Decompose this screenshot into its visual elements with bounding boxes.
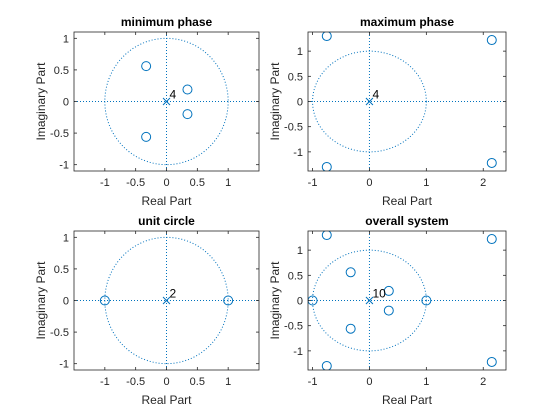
- overall-system-y-tick-label: -0.5: [284, 321, 303, 333]
- overall-system-title: overall system: [365, 214, 448, 228]
- minimum-phase-y-tick-label: 0.5: [54, 65, 69, 77]
- overall-system-zero-marker: [345, 267, 356, 278]
- unit-circle-title: unit circle: [138, 214, 195, 228]
- maximum-phase-y-tick-label: 0.5: [288, 71, 303, 83]
- maximum-phase-x-axis-label: Real Part: [382, 194, 433, 208]
- maximum-phase-title: maximum phase: [360, 15, 454, 29]
- maximum-phase-x-tick-label: 0: [366, 177, 372, 189]
- unit-circle-x-tick-label: 1: [225, 376, 231, 388]
- unit-circle-plot-content: [74, 231, 259, 370]
- maximum-phase-y-tick-label: 1: [297, 46, 303, 58]
- overall-system-zero-marker: [383, 285, 394, 296]
- overall-system-y-tick-label: -1: [293, 346, 303, 358]
- unit-circle-zero-marker: [223, 295, 234, 306]
- minimum-phase-y-tick-label: -1: [59, 160, 69, 172]
- maximum-phase-y-tick-label: -0.5: [284, 122, 303, 134]
- overall-system-x-tick-label: 1: [423, 376, 429, 388]
- maximum-phase-x-tick-label: 2: [480, 177, 486, 189]
- overall-system-multiplicity-label: 10: [372, 287, 386, 301]
- maximum-phase-x-tick-label: 1: [423, 177, 429, 189]
- unit-circle-unit-circle: [104, 236, 229, 365]
- overall-system-x-tick-label: 2: [480, 376, 486, 388]
- minimum-phase-zero-marker: [141, 131, 152, 142]
- overall-system-y-axis-label: Imaginary Part: [268, 261, 282, 340]
- overall-system-zero-marker: [321, 231, 332, 241]
- unit-circle-multiplicity-label: 2: [170, 287, 177, 301]
- maximum-phase-zero-marker: [321, 32, 332, 42]
- maximum-phase-unit-circle: [312, 50, 427, 153]
- maximum-phase-zero-marker: [321, 161, 332, 171]
- overall-system-pole-marker: [365, 296, 374, 305]
- overall-system-x-tick-label: 0: [366, 376, 372, 388]
- maximum-phase-y-axis-label: Imaginary Part: [268, 62, 282, 141]
- unit-circle-x-tick-label: -1: [100, 376, 110, 388]
- minimum-phase-zero-marker: [182, 84, 193, 95]
- minimum-phase-x-tick-label: -0.5: [126, 177, 145, 189]
- overall-system-zero-marker: [486, 356, 497, 367]
- overall-system-plot-content: [308, 231, 506, 370]
- minimum-phase-multiplicity-label: 4: [170, 88, 177, 102]
- maximum-phase-zero-marker: [486, 35, 497, 46]
- overall-system-y-tick-label: 0: [297, 296, 303, 308]
- overall-system-panel: 10 -1 0 1 2 -1 -0.5 0 0.5 1 overall system Real Par…: [268, 214, 507, 407]
- unit-circle-zero-marker: [99, 295, 110, 306]
- minimum-phase-zero-marker: [182, 109, 193, 120]
- overall-system-y-tick-label: 1: [297, 245, 303, 257]
- maximum-phase-pole-marker: [365, 97, 374, 106]
- minimum-phase-x-tick-label: 1: [225, 177, 231, 189]
- minimum-phase-zero-marker: [141, 61, 152, 72]
- unit-circle-y-tick-label: -1: [59, 359, 69, 371]
- minimum-phase-x-tick-label: 0: [163, 177, 169, 189]
- minimum-phase-x-axis-label: Real Part: [141, 194, 192, 208]
- maximum-phase-y-tick-label: -1: [293, 147, 303, 159]
- overall-system-x-tick-label: -1: [308, 376, 318, 388]
- minimum-phase-y-axis-label: Imaginary Part: [34, 62, 48, 141]
- unit-circle-y-tick-label: 0.5: [54, 264, 69, 276]
- unit-circle-x-tick-label: 0: [163, 376, 169, 388]
- maximum-phase-multiplicity-label: 4: [372, 88, 379, 102]
- minimum-phase-y-tick-label: 0: [63, 97, 69, 109]
- maximum-phase-y-tick-label: 0: [297, 97, 303, 109]
- minimum-phase-x-tick-label: 0.5: [190, 177, 205, 189]
- unit-circle-panel: 2 -1 -0.5 0 0.5 1 -1 -0.5 0 0.5 1 unit circle Real P…: [34, 214, 260, 407]
- overall-system-y-tick-label: 0.5: [288, 270, 303, 282]
- minimum-phase-panel: 4 -1 -0.5 0 0.5 1 -1 -0.5 0 0.5 1 minimum phase Real…: [34, 15, 260, 208]
- unit-circle-y-axis-label: Imaginary Part: [34, 261, 48, 340]
- unit-circle-y-tick-label: -0.5: [50, 327, 69, 339]
- overall-system-zero-marker: [421, 295, 432, 306]
- minimum-phase-y-tick-label: -0.5: [50, 128, 69, 140]
- minimum-phase-y-tick-label: 1: [63, 33, 69, 45]
- overall-system-zero-marker: [383, 305, 394, 316]
- minimum-phase-title: minimum phase: [121, 15, 213, 29]
- overall-system-x-axis-label: Real Part: [382, 393, 433, 407]
- overall-system-zero-marker: [486, 234, 497, 245]
- maximum-phase-panel: 4 -1 0 1 2 -1 -0.5 0 0.5 1 maximum phase Real Part I…: [268, 15, 507, 208]
- unit-circle-pole-marker: [162, 296, 171, 305]
- unit-circle-y-tick-label: 0: [63, 296, 69, 308]
- unit-circle-y-tick-label: 1: [63, 232, 69, 244]
- overall-system-zero-marker: [321, 360, 332, 370]
- minimum-phase-x-tick-label: -1: [100, 177, 110, 189]
- minimum-phase-plot-content: [74, 32, 259, 171]
- unit-circle-x-tick-label: 0.5: [190, 376, 205, 388]
- overall-system-unit-circle: [312, 249, 427, 352]
- unit-circle-x-axis-label: Real Part: [141, 393, 192, 407]
- unit-circle-x-tick-label: -0.5: [126, 376, 145, 388]
- maximum-phase-zero-marker: [486, 157, 497, 168]
- minimum-phase-unit-circle: [104, 37, 229, 166]
- overall-system-zero-marker: [345, 323, 356, 334]
- maximum-phase-x-tick-label: -1: [308, 177, 318, 189]
- minimum-phase-pole-marker: [162, 97, 171, 106]
- maximum-phase-plot-content: [308, 32, 506, 171]
